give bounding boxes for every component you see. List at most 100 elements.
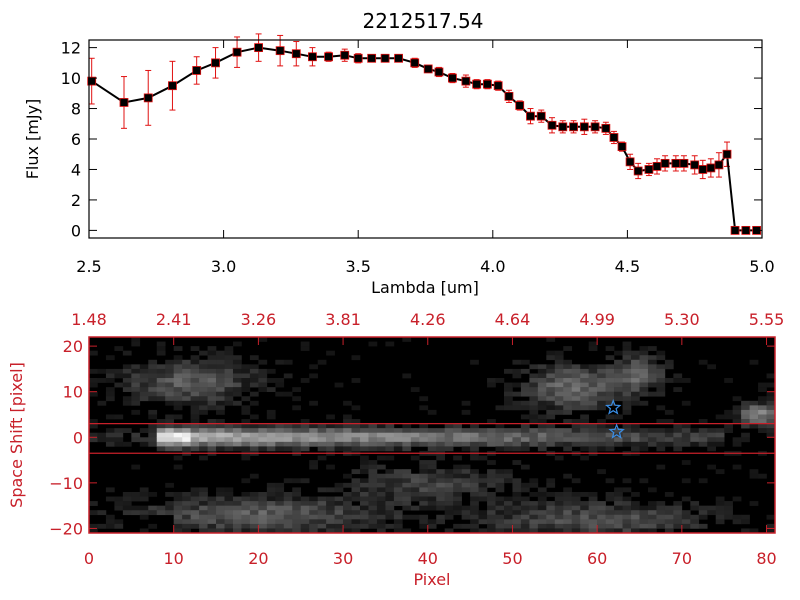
image-pixel (207, 359, 217, 365)
image-pixel (487, 473, 496, 479)
image-pixel (622, 428, 632, 434)
image-pixel (427, 519, 437, 525)
image-pixel (173, 491, 183, 497)
image-pixel (461, 487, 471, 493)
y-tick-label: 10 (63, 383, 83, 402)
image-pixel (410, 505, 420, 511)
image-pixel (122, 373, 132, 379)
image-pixel (546, 510, 556, 516)
image-pixel (639, 432, 649, 438)
image-pixel (241, 505, 251, 511)
image-pixel (97, 523, 107, 529)
image-pixel (741, 423, 750, 429)
image-pixel (207, 528, 217, 534)
image-pixel (546, 519, 556, 525)
data-point (644, 165, 654, 174)
image-pixel (368, 496, 378, 502)
image-pixel (207, 364, 217, 370)
image-pixel (351, 510, 361, 516)
image-pixel (393, 446, 403, 452)
image-pixel (156, 510, 166, 516)
image-pixel (537, 373, 547, 379)
image-pixel (232, 373, 242, 379)
image-pixel (216, 501, 225, 506)
image-pixel (580, 432, 589, 438)
image-pixel (232, 359, 242, 365)
image-pixel (241, 378, 251, 383)
image-pixel (715, 469, 725, 475)
image-pixel (520, 505, 530, 511)
image-pixel (216, 446, 225, 452)
image-pixel (537, 441, 547, 447)
image-pixel (292, 387, 302, 392)
image-pixel (283, 373, 293, 379)
image-pixel (436, 478, 445, 484)
image-pixel (478, 491, 488, 497)
data-point (633, 166, 643, 176)
image-pixel (563, 496, 573, 502)
image-pixel (614, 437, 623, 443)
image-pixel (216, 441, 225, 447)
image-pixel (385, 423, 395, 429)
image-pixel (631, 355, 640, 361)
image-pixel (351, 505, 361, 511)
image-pixel (199, 514, 208, 520)
image-pixel (554, 496, 564, 502)
image-pixel (309, 364, 318, 370)
image-pixel (563, 428, 573, 434)
image-pixel (351, 519, 361, 525)
image-pixel (681, 496, 691, 502)
image-pixel (673, 378, 683, 383)
image-pixel (444, 482, 454, 488)
image-pixel (724, 501, 733, 506)
image-pixel (275, 487, 285, 493)
image-pixel (241, 437, 251, 443)
image-pixel (216, 423, 225, 429)
image-pixel (232, 432, 242, 438)
image-pixel (385, 432, 395, 438)
image-pixel (495, 519, 505, 525)
image-pixel (580, 396, 589, 402)
image-pixel (292, 510, 302, 516)
data-point (119, 98, 129, 107)
image-pixel (529, 419, 539, 424)
image-pixel (283, 446, 293, 452)
image-pixel (360, 460, 369, 465)
image-pixel (165, 432, 174, 438)
image-pixel (139, 437, 149, 443)
image-pixel (571, 491, 581, 497)
image-pixel (292, 437, 302, 443)
image-pixel (241, 409, 251, 415)
image-pixel (275, 437, 285, 443)
data-point (353, 53, 363, 63)
data-point (394, 53, 403, 63)
image-pixel (402, 469, 412, 475)
image-pixel (639, 505, 649, 511)
image-pixel (114, 519, 124, 525)
image-pixel (275, 519, 285, 525)
image-pixel (588, 523, 598, 529)
image-pixel (681, 428, 691, 434)
image-pixel (537, 437, 547, 443)
image-pixel (453, 473, 462, 479)
image-pixel (266, 482, 276, 488)
image-pixel (588, 501, 598, 506)
top-tick-label: 5.55 (749, 310, 785, 329)
image-pixel (317, 523, 327, 529)
image-pixel (216, 359, 225, 365)
image-pixel (605, 364, 615, 370)
image-pixel (292, 519, 302, 525)
image-pixel (461, 400, 471, 406)
image-pixel (436, 496, 445, 502)
image-pixel (326, 437, 335, 443)
image-pixel (360, 501, 369, 506)
data-point (652, 162, 662, 171)
image-pixel (232, 364, 242, 370)
image-pixel (639, 528, 649, 534)
image-pixel (631, 446, 640, 452)
image-pixel (546, 350, 556, 356)
image-pixel (758, 400, 767, 406)
data-point (515, 101, 525, 110)
image-pixel (258, 446, 268, 452)
image-pixel (300, 428, 310, 434)
